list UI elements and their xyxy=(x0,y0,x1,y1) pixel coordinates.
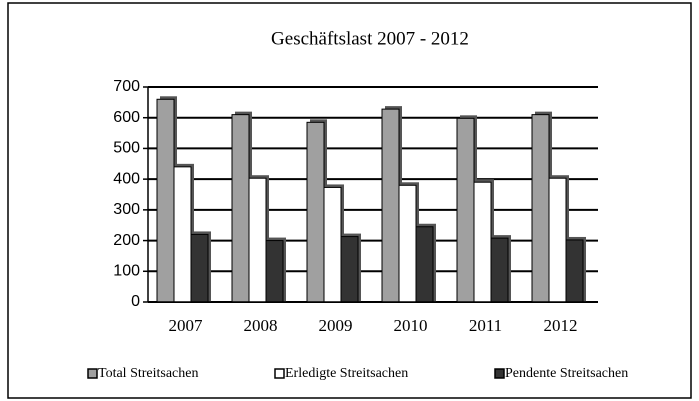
bar xyxy=(381,108,400,303)
bar xyxy=(156,98,175,303)
y-tick-label: 700 xyxy=(113,78,140,95)
legend-label: Erledigte Streitsachen xyxy=(285,366,408,381)
x-tick-label: 2010 xyxy=(394,316,428,335)
bar xyxy=(415,226,434,303)
legend-label: Pendente Streitsachen xyxy=(505,366,628,381)
y-tick-label: 300 xyxy=(113,201,140,218)
y-tick-label: 400 xyxy=(113,170,140,187)
x-tick-label: 2008 xyxy=(244,316,278,335)
bar xyxy=(548,177,567,303)
y-tick-label: 0 xyxy=(131,293,140,310)
bar xyxy=(190,233,209,303)
bar xyxy=(340,236,359,303)
legend-swatch xyxy=(494,368,505,379)
legend-swatch xyxy=(274,368,285,379)
bar xyxy=(306,121,325,303)
bar xyxy=(531,114,550,303)
bar xyxy=(490,237,509,303)
x-tick-label: 2011 xyxy=(469,316,502,335)
chart-title: Geschäftslast 2007 - 2012 xyxy=(271,28,469,49)
legend-label: Total Streitsachen xyxy=(98,366,199,381)
bar xyxy=(323,186,342,303)
bar xyxy=(173,166,192,303)
bar xyxy=(473,181,492,303)
y-tick-label: 500 xyxy=(113,140,140,157)
x-tick-label: 2012 xyxy=(544,316,578,335)
x-tick-label: 2007 xyxy=(169,316,204,335)
legend-swatch xyxy=(87,368,98,379)
bar xyxy=(265,240,284,303)
bar xyxy=(565,239,584,303)
x-tick-label: 2009 xyxy=(319,316,353,335)
y-tick-label: 100 xyxy=(113,263,140,280)
bar xyxy=(456,117,475,303)
y-tick-label: 200 xyxy=(113,232,140,249)
bar xyxy=(398,184,417,303)
bar xyxy=(231,114,250,303)
bar xyxy=(248,177,267,303)
chart-border xyxy=(7,2,692,399)
y-tick-label: 600 xyxy=(113,109,140,126)
